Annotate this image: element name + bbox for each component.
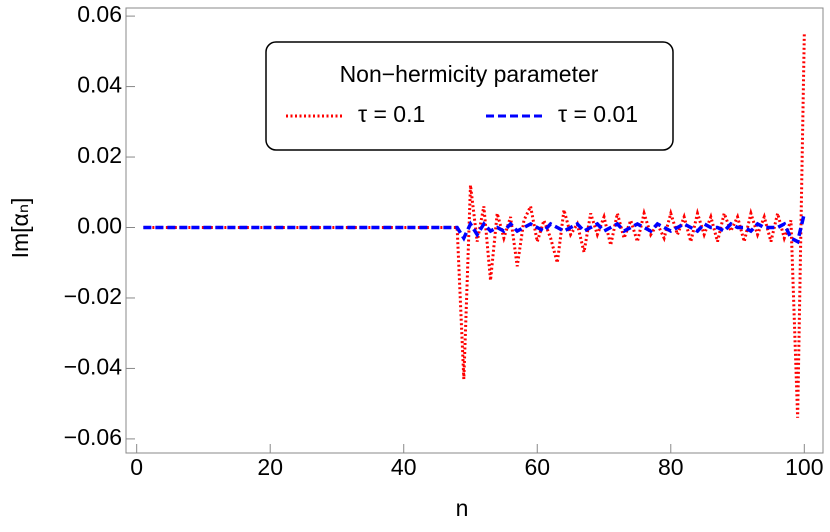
y-tick-label: −0.06	[64, 424, 122, 450]
y-axis-label: Im[αₙ]	[7, 198, 33, 259]
y-tick-label: 0.04	[77, 72, 122, 98]
y-tick-label: −0.02	[64, 283, 122, 309]
x-tick-label: 100	[785, 454, 823, 480]
legend: τ = 0.1 τ = 0.01	[286, 101, 638, 127]
legend-box	[265, 41, 674, 151]
y-tick-label: 0.06	[77, 1, 122, 27]
x-tick-label: 40	[391, 454, 417, 480]
y-tick-label: −0.04	[64, 354, 122, 380]
x-tick-label: 20	[257, 454, 283, 480]
legend-title: Non−hermicity parameter	[340, 61, 599, 87]
legend-label: τ = 0.1	[358, 101, 425, 127]
x-tick-label: 80	[658, 454, 684, 480]
x-axis-label: n	[456, 495, 469, 521]
y-tick-label: 0.02	[77, 142, 122, 168]
plot-frame	[125, 7, 824, 454]
x-tick-label: 60	[524, 454, 550, 480]
plot-area	[126, 15, 807, 453]
legend-label: τ = 0.01	[558, 101, 638, 127]
x-tick-label: 0	[130, 454, 143, 480]
series-line	[143, 213, 807, 245]
series-line	[143, 33, 806, 418]
y-tick-label: 0.00	[77, 213, 122, 239]
